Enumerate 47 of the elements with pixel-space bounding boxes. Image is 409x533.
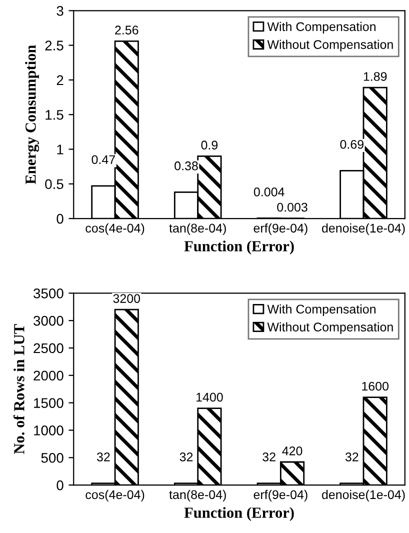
- x-tick-label: tan(8e-04): [169, 223, 226, 236]
- y-tick-label: 2: [56, 75, 64, 85]
- x-tick-label: cos(4e-04): [86, 223, 144, 236]
- y-tick-label: 1500: [34, 398, 64, 408]
- data-label: 32: [180, 452, 193, 462]
- data-label: 1400: [196, 392, 223, 402]
- y-tick-label: 1: [57, 144, 64, 154]
- data-label: 32: [262, 452, 276, 462]
- x-tick-label: erf(9e-04): [254, 223, 308, 236]
- x-tick-label: denoise(1e-04): [322, 490, 405, 502]
- y-tick-label: 0: [56, 214, 64, 224]
- data-label: 3200: [113, 294, 140, 303]
- legend-label: With Compensation: [267, 22, 376, 34]
- y-tick-label: 0: [56, 480, 64, 490]
- data-label: 1.89: [364, 72, 387, 81]
- y-tick-label: 1.5: [46, 110, 64, 120]
- y-tick-label: 2500: [34, 343, 64, 354]
- data-label: 0.004: [254, 187, 284, 196]
- y-tick-label: 3000: [34, 316, 64, 326]
- data-label: 1600: [362, 382, 389, 391]
- legend-label: With Compensation: [267, 304, 376, 316]
- x-tick-label: erf(9e-04): [254, 490, 308, 502]
- y-tick-label: 3: [56, 6, 64, 16]
- data-label: 0.47: [92, 155, 115, 164]
- data-label: 0.38: [174, 161, 198, 170]
- data-label: 0.9: [201, 140, 218, 150]
- data-label: 2.56: [115, 26, 138, 35]
- x-tick-label: cos(4e-04): [86, 490, 144, 502]
- data-label: 0.003: [277, 202, 308, 212]
- data-label: 0.69: [340, 140, 364, 149]
- legend-label: Without Compensation: [267, 322, 393, 334]
- y-tick-label: 2.5: [45, 40, 64, 50]
- y-tick-label: 0.5: [45, 179, 64, 190]
- y-tick-label: 500: [41, 452, 64, 463]
- legend-label: Without Compensation: [267, 40, 393, 52]
- y-tick-label: 1000: [34, 426, 64, 436]
- data-label: 32: [345, 452, 358, 462]
- x-tick-label: denoise(1e-04): [322, 223, 405, 236]
- data-label: 420: [282, 446, 302, 456]
- y-axis-title: Energy Consumption: [25, 45, 40, 184]
- y-tick-label: 2000: [34, 370, 64, 381]
- x-tick-label: tan(8e-04): [169, 490, 226, 502]
- y-axis-title: No. of Rows in LUT: [13, 324, 24, 454]
- y-tick-label: 3500: [34, 288, 64, 298]
- x-axis-title: Function (Error): [184, 240, 294, 254]
- data-label: 32: [96, 452, 110, 462]
- x-axis-title: Function (Error): [184, 507, 294, 521]
